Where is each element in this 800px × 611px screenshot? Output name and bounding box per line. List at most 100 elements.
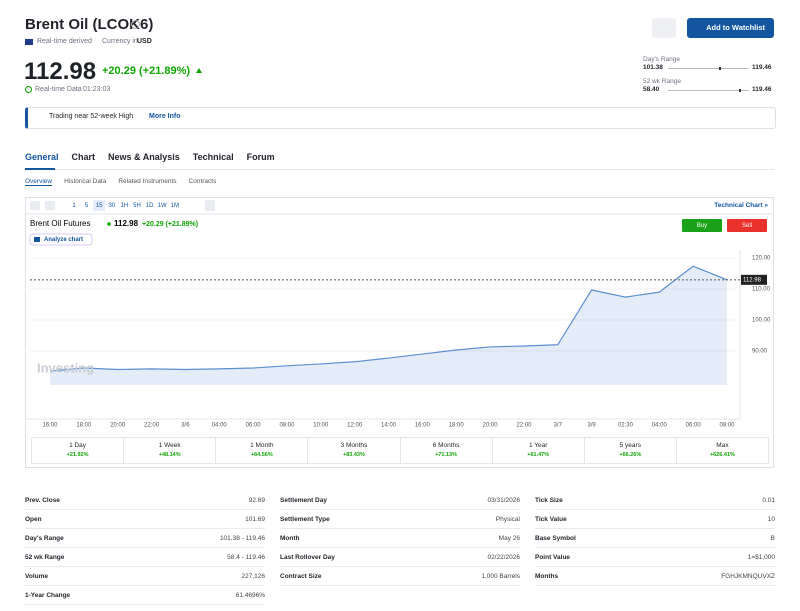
x-tick-label: 04:00 [652, 423, 668, 429]
performance-cell[interactable]: 3 Months +83.43% [307, 438, 399, 463]
info-label: Point Value [535, 553, 571, 561]
info-value: 101.38 - 119.46 [219, 534, 265, 542]
info-label: 52 wk Range [25, 553, 65, 561]
day-high: 119.46 [752, 64, 772, 71]
x-tick-label: 08:00 [279, 423, 295, 429]
y-tick-label: 120.00 [752, 256, 771, 262]
info-row: Last Rollover Day 02/22/2026 [280, 548, 520, 567]
interval[interactable]: 30 [108, 203, 115, 209]
performance-cell[interactable]: 1 Week +48.14% [123, 438, 215, 463]
alert-button[interactable] [652, 18, 676, 38]
info-row: Tick Size 0.01 [535, 491, 775, 510]
info-label: Last Rollover Day [280, 553, 335, 561]
subtab[interactable]: Contracts [188, 178, 217, 185]
technical-link[interactable]: Technical Chart » [714, 202, 768, 209]
info-row: 1-Year Change 61.4696% [25, 586, 265, 605]
info-label: Month [280, 534, 300, 542]
interval[interactable]: 1W [158, 203, 167, 209]
info-row: Month May 26 [280, 529, 520, 548]
info-row: Open 101.69 [25, 510, 265, 529]
chart-change: +20.29 (+21.89%) [142, 221, 198, 228]
toolbar-icon[interactable] [205, 200, 215, 211]
subtab[interactable]: Historical Data [64, 178, 107, 185]
x-tick-label: 3/6 [181, 423, 190, 429]
info-row: Day's Range 101.38 - 119.46 [25, 529, 265, 548]
tab[interactable]: General [25, 152, 59, 162]
info-row: Months FGHJKMNQUVXZ [535, 567, 775, 586]
wk52-range-bar [668, 90, 749, 91]
subtab[interactable]: Overview [25, 178, 53, 186]
toolbar-icon[interactable] [45, 201, 55, 210]
info-label: Open [25, 515, 42, 523]
subtab[interactable]: Related Instruments [118, 178, 177, 185]
tab[interactable]: Technical [192, 152, 234, 162]
info-row: Point Value 1=$1,000 [535, 548, 775, 567]
period-change: +64.56% [250, 452, 273, 458]
info-row: Settlement Type Physical [280, 510, 520, 529]
subtabs: Overview Historical Data Related Instrumen… [25, 178, 216, 186]
banner-text: Trading near 52-week High [49, 113, 134, 120]
buy-label[interactable]: Buy [697, 223, 707, 229]
interval[interactable]: 5 [85, 203, 89, 209]
buy-button[interactable] [682, 219, 722, 232]
banner-link[interactable]: More Info [149, 113, 181, 120]
performance-cell[interactable]: 6 Months +71.13% [399, 438, 492, 463]
tabs: General Chart News & Analysis Technical Foru… [25, 152, 275, 162]
info-row: Prev. Close 92.69 [25, 491, 265, 510]
info-value: 92.69 [248, 496, 265, 504]
price-change: +20.29 (+21.89%) [102, 65, 191, 77]
analyze-label[interactable]: Analyze chart [44, 237, 83, 243]
x-tick-label: 10:00 [313, 423, 329, 429]
x-tick-label: 22:00 [516, 423, 532, 429]
tab[interactable]: News & Analysis [108, 152, 180, 162]
interval[interactable]: 1H [121, 203, 129, 209]
info-value: 61.4696% [235, 591, 265, 599]
performance-cell[interactable]: 1 Day +21.92% [32, 438, 123, 463]
x-tick-label: 04:00 [212, 423, 228, 429]
tab[interactable]: Forum [246, 152, 275, 162]
interval[interactable]: 5H [133, 203, 141, 209]
sell-button[interactable] [727, 219, 767, 232]
info-icon[interactable] [131, 20, 140, 29]
price-line [49, 265, 728, 372]
banner [25, 107, 776, 129]
chart-name: Brent Oil Futures [30, 219, 90, 228]
chart-box [25, 197, 774, 468]
y-tick-label: 90.00 [752, 349, 768, 355]
x-tick-label: 14:00 [381, 423, 397, 429]
period-change: +66.26% [619, 452, 642, 458]
analyze-icon [34, 237, 40, 242]
analyze-button[interactable] [29, 233, 93, 246]
info-label: Settlement Type [280, 515, 330, 523]
watchlist-button[interactable]: Add to Watchlist [687, 18, 774, 38]
live-dot [107, 222, 111, 226]
info-value: 58.4 - 119.46 [227, 553, 265, 561]
flag-icon [25, 39, 33, 45]
chart-price: 112.98 [114, 219, 139, 228]
x-tick-label: 20:00 [110, 423, 126, 429]
interval[interactable]: 1 [72, 203, 76, 209]
period-label: 1 Month [250, 442, 274, 449]
tab[interactable]: Chart [71, 152, 96, 162]
x-tick-label: 3/7 [554, 423, 563, 429]
performance-cell[interactable]: 5 years +66.26% [583, 438, 676, 463]
realtime-label: Real-time derived [37, 38, 92, 45]
day-range-bar [668, 68, 749, 69]
performance-cell[interactable]: 1 Month +64.56% [215, 438, 307, 463]
performance-cell[interactable]: Max +626.41% [675, 438, 768, 463]
performance-cell[interactable]: 1 Year +61.47% [491, 438, 584, 463]
wk52-high: 119.46 [752, 86, 772, 93]
sell-label[interactable]: Sell [742, 223, 752, 229]
info-value: 101.69 [245, 515, 265, 523]
interval[interactable]: 1M [171, 203, 179, 209]
info-label: Prev. Close [25, 496, 60, 504]
toolbar-icon[interactable] [30, 201, 40, 210]
x-tick-label: 16:00 [42, 423, 58, 429]
x-tick-label: 02:30 [618, 423, 634, 429]
x-tick-label: 06:00 [686, 423, 702, 429]
interval[interactable]: 15 [96, 203, 103, 209]
interval[interactable]: 1D [146, 203, 154, 209]
tabs-divider [25, 169, 774, 170]
period-change: +48.14% [158, 452, 181, 458]
